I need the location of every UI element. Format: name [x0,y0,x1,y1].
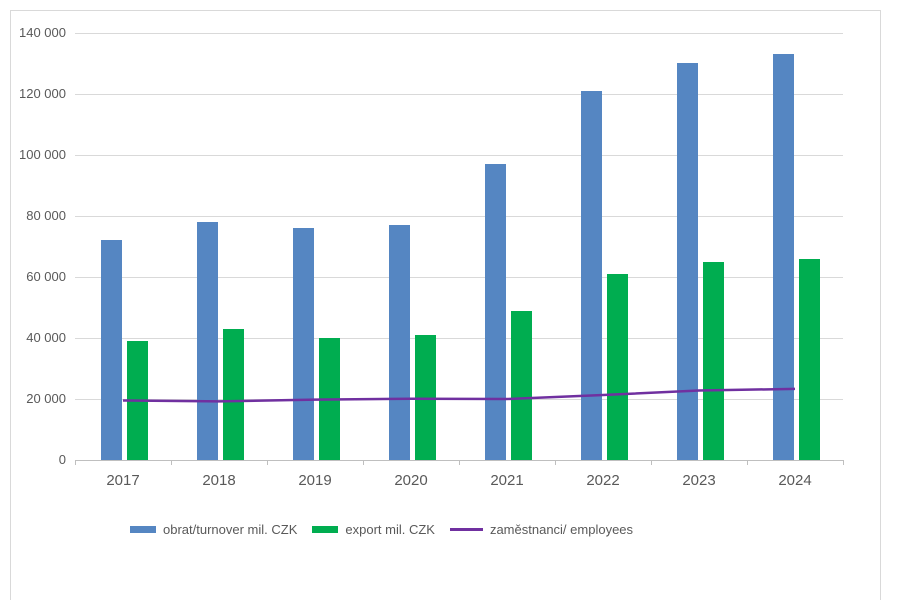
y-axis-tick-label: 60 000 [26,269,66,284]
bar-export-2020 [415,335,436,460]
x-axis-tick [459,460,460,465]
x-axis-label-2020: 2020 [394,472,428,489]
bar-export-2024 [799,259,820,460]
chart-frame-border [10,10,881,600]
legend-label-employees: zaměstnanci/ employees [489,522,634,537]
x-axis-tick [363,460,364,465]
bar-export-2017 [127,341,148,460]
y-axis-tick-label: 80 000 [26,208,66,223]
legend-swatch-employees-line [449,528,483,531]
gridline [75,33,843,34]
bar-turnover-2024 [773,54,794,460]
bar-export-2022 [607,274,628,460]
x-axis-tick [651,460,652,465]
bar-turnover-2020 [389,225,410,460]
y-axis-tick-label: 20 000 [26,391,66,406]
gridline [75,155,843,156]
legend-swatch-export [312,526,339,533]
gridline [75,94,843,95]
bar-export-2023 [703,262,724,460]
x-axis-label-2024: 2024 [778,472,812,489]
bar-export-2021 [511,311,532,460]
y-axis-tick-label: 40 000 [26,330,66,345]
legend-item-export: export mil. CZK [312,522,435,537]
x-axis-label-2023: 2023 [682,472,716,489]
bar-turnover-2023 [677,63,698,460]
chart-legend: obrat/turnover mil. CZK export mil. CZK za… [130,522,633,537]
bar-turnover-2019 [293,228,314,460]
x-axis-tick [171,460,172,465]
gridline [75,216,843,217]
x-axis-label-2018: 2018 [202,472,236,489]
x-axis-tick [267,460,268,465]
bar-turnover-2022 [581,91,602,460]
y-axis-tick-label: 140 000 [19,25,66,40]
legend-label-export: export mil. CZK [345,522,435,537]
x-axis-label-2019: 2019 [298,472,332,489]
gridline [75,277,843,278]
bar-turnover-2018 [197,222,218,460]
legend-item-turnover: obrat/turnover mil. CZK [130,522,297,537]
bar-export-2019 [319,338,340,460]
x-axis-label-2021: 2021 [490,472,524,489]
bar-turnover-2021 [485,164,506,460]
x-axis-tick [555,460,556,465]
legend-item-employees: zaměstnanci/ employees [449,522,634,537]
gridline [75,338,843,339]
bar-export-2018 [223,329,244,460]
bar-turnover-2017 [101,240,122,460]
x-axis-label-2017: 2017 [106,472,140,489]
x-axis-label-2022: 2022 [586,472,620,489]
y-axis-tick-label: 0 [58,452,66,467]
x-axis-tick [843,460,844,465]
x-axis-tick [747,460,748,465]
y-axis-tick-label: 120 000 [19,86,66,101]
gridline [75,399,843,400]
x-axis-tick [75,460,76,465]
legend-swatch-turnover [130,526,156,533]
y-axis-tick-label: 100 000 [19,147,66,162]
legend-label-turnover: obrat/turnover mil. CZK [163,522,298,537]
